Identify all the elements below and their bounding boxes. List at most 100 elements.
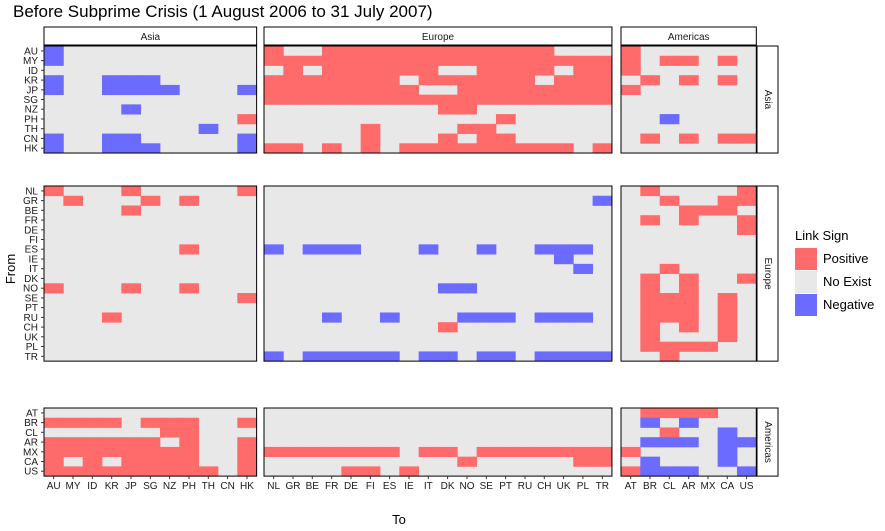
y-tick-label-AR: AR xyxy=(24,438,38,449)
cell-ID-to-RU xyxy=(515,65,536,76)
cell-SG-to-FI xyxy=(360,94,381,105)
cell-CH-to-CA xyxy=(717,322,738,333)
panel-europe-to-asia xyxy=(44,186,257,362)
legend-title: Link Sign xyxy=(795,228,848,243)
cell-JP-to-FR xyxy=(321,84,342,96)
cell-CA-to-PL xyxy=(573,456,594,467)
cell-KR-to-DK xyxy=(437,75,458,86)
x-tick-label-KR: KR xyxy=(105,481,119,492)
cell-US-to-FI xyxy=(360,466,381,477)
y-tick-label-DE: DE xyxy=(24,225,38,236)
cell-JP-to-NL xyxy=(264,84,284,96)
y-tick-label-JP: JP xyxy=(26,85,38,96)
cell-TR-to-TR xyxy=(592,351,613,362)
x-tick-label-DE: DE xyxy=(344,481,358,492)
cell-HK-to-TR xyxy=(592,143,613,154)
cell-TR-to-FI xyxy=(360,351,381,362)
cell-AU-to-IT xyxy=(418,46,439,57)
cell-US-to-ID xyxy=(82,466,103,477)
cell-AR-to-SG xyxy=(140,437,161,448)
y-tick-label-MX: MX xyxy=(23,447,38,458)
cell-SG-to-IE xyxy=(399,94,420,105)
cell-MY-to-SE xyxy=(476,55,497,66)
cell-US-to-IE xyxy=(399,466,420,477)
cell-AU-to-IE xyxy=(399,46,420,57)
y-tick-label-FR: FR xyxy=(25,216,38,227)
cell-AU-to-FI xyxy=(360,46,381,57)
cell-DK-to-AR xyxy=(678,273,699,284)
x-tick-label-GR: GR xyxy=(286,481,301,492)
cell-CN-to-BR xyxy=(640,133,661,144)
cell-RU-to-PL xyxy=(573,312,594,323)
cell-MX-to-TR xyxy=(592,446,613,458)
cell-NL-to-BR xyxy=(640,186,661,197)
strip-right-europe xyxy=(756,185,779,362)
cell-AU-to-DE xyxy=(341,46,362,57)
cell-AU-to-CH xyxy=(534,46,555,57)
legend-label-no-exist: No Exist xyxy=(823,274,872,289)
panel-europe-to-europe xyxy=(264,186,612,362)
cell-CN-to-DK xyxy=(437,133,458,144)
cell-TR-to-PL xyxy=(573,351,594,362)
x-tick-label-IE: IE xyxy=(404,481,414,492)
cell-SE-to-AR xyxy=(678,293,699,304)
y-tick-label-TH: TH xyxy=(25,124,38,135)
cell-MY-to-PT xyxy=(495,55,516,66)
cell-KR-to-DE xyxy=(341,75,362,86)
cell-SG-to-BE xyxy=(302,94,323,105)
x-tick-label-CN: CN xyxy=(220,481,234,492)
cell-TR-to-CL xyxy=(659,351,680,362)
legend-label-negative: Negative xyxy=(823,297,874,312)
cell-MX-to-DE xyxy=(341,446,362,458)
cell-CA-to-NZ xyxy=(159,456,180,467)
cell-BR-to-PH xyxy=(179,417,200,428)
x-tick-label-US: US xyxy=(740,481,754,492)
cell-AU-to-ES xyxy=(379,46,400,57)
cell-MX-to-PH xyxy=(179,446,200,458)
cell-ID-to-ES xyxy=(379,65,400,76)
cell-MY-to-TR xyxy=(592,55,613,66)
y-tick-label-RU: RU xyxy=(24,313,38,324)
y-tick-label-SG: SG xyxy=(24,95,39,106)
cell-ID-to-FI xyxy=(360,65,381,76)
cell-MX-to-AU xyxy=(44,446,64,458)
panel-border xyxy=(620,45,757,154)
cell-CH-to-BR xyxy=(640,322,661,333)
cell-MX-to-UK xyxy=(553,446,574,458)
y-tick-label-PH: PH xyxy=(24,115,38,126)
cell-CN-to-AR xyxy=(678,133,699,144)
cell-RU-to-CH xyxy=(534,312,555,323)
cell-KR-to-RU xyxy=(515,75,536,86)
cell-NO-to-PH xyxy=(179,283,200,294)
strip-label-right-americas: Americas xyxy=(762,421,773,463)
cell-AU-to-NL xyxy=(264,46,284,57)
cell-BR-to-SG xyxy=(140,417,161,428)
x-tick-label-CL: CL xyxy=(663,481,676,492)
cell-MX-to-FR xyxy=(321,446,342,458)
cell-DK-to-US xyxy=(736,273,757,284)
cell-NO-to-AR xyxy=(678,283,699,294)
cell-US-to-SG xyxy=(140,466,161,477)
cell-MX-to-ES xyxy=(379,446,400,458)
y-tick-label-NZ: NZ xyxy=(25,105,38,116)
cell-JP-to-SG xyxy=(140,84,161,96)
strip-top-americas xyxy=(620,26,757,46)
cell-RU-to-CL xyxy=(659,312,680,323)
cell-FR-to-AR xyxy=(678,215,699,226)
cell-JP-to-PL xyxy=(573,84,594,96)
cell-US-to-JP xyxy=(121,466,142,477)
cell-PH-to-PT xyxy=(495,114,516,125)
cell-AT-to-CL xyxy=(659,408,680,419)
cell-AR-to-CA xyxy=(717,437,738,448)
cell-BR-to-MY xyxy=(63,417,84,428)
cell-MX-to-DK xyxy=(437,446,458,458)
cell-MX-to-BE xyxy=(302,446,323,458)
chart-title: Before Subprime Crisis (1 August 2006 to… xyxy=(13,2,433,21)
cell-ES-to-CH xyxy=(534,244,555,255)
legend: Link Sign Positive No Exist Negative xyxy=(795,228,874,316)
cell-NZ-to-JP xyxy=(121,104,142,115)
cell-NZ-to-DK xyxy=(437,104,458,115)
x-tick-label-FI: FI xyxy=(366,481,375,492)
strip-top-asia xyxy=(43,26,258,46)
cell-AR-to-MY xyxy=(63,437,84,448)
